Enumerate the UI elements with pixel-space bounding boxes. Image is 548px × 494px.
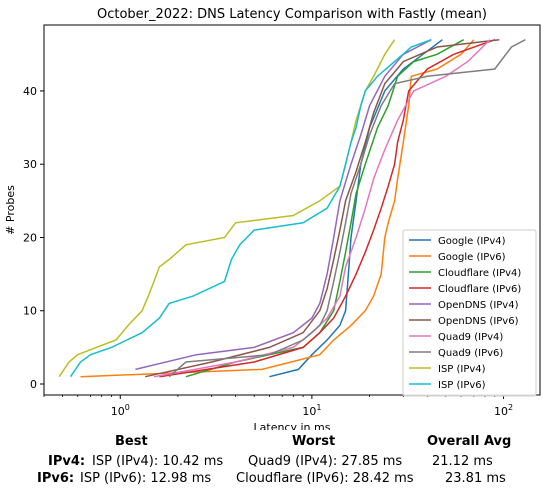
header-best: Best [115, 434, 148, 449]
latency-chart: October_2022: DNS Latency Comparison wit… [4, 7, 541, 430]
legend-box [402, 229, 537, 397]
ipv6-row-label: IPv6: [37, 471, 75, 486]
x-tick-label: 100 [111, 403, 130, 418]
legend-label: Quad9 (IPv4) [438, 332, 503, 343]
ipv6-avg: 23.81 ms [445, 471, 506, 486]
legend-label: OpenDNS (IPv6) [438, 316, 519, 327]
x-axis-label: Latency in ms [254, 421, 331, 430]
ipv4-worst: Quad9 (IPv4): 27.85 ms [248, 454, 403, 469]
series-line-isp-ipv6 [69, 38, 432, 378]
legend-label: Google (IPv6) [438, 252, 506, 263]
series-line-cloudflare-ipv6 [159, 38, 496, 378]
y-tick-label: 0 [30, 378, 37, 391]
legend-label: Cloudflare (IPv4) [438, 268, 521, 279]
x-tick-label: 101 [302, 403, 321, 418]
series-line-opendns-ipv6 [145, 38, 500, 378]
chart-legend: Google (IPv4) Google (IPv6) Cloudflare (IP… [402, 229, 537, 397]
legend-label: Google (IPv4) [438, 236, 506, 247]
ipv6-best: ISP (IPv6): 12.98 ms [80, 471, 212, 486]
legend-label: Cloudflare (IPv6) [438, 284, 521, 295]
legend-label: Quad9 (IPv6) [438, 348, 503, 359]
y-tick-label: 30 [23, 158, 37, 171]
y-tick-label: 20 [23, 231, 37, 244]
legend-label: ISP (IPv4) [438, 364, 486, 375]
ipv4-best: ISP (IPv4): 10.42 ms [92, 454, 224, 469]
y-axis-label: # Probes [4, 185, 17, 235]
plot-frame [43, 24, 541, 396]
legend-label: ISP (IPv6) [438, 380, 486, 391]
series-line-google-ipv6 [80, 39, 475, 378]
legend-label: OpenDNS (IPv4) [438, 300, 519, 311]
ipv4-row-label: IPv4: [48, 454, 86, 469]
header-overall-avg: Overall Avg [427, 434, 512, 449]
y-tick-label: 40 [23, 85, 37, 98]
x-tick-label: 102 [494, 403, 513, 418]
series-line-opendns-ipv4 [135, 39, 432, 371]
series-line-quad9-ipv6 [168, 39, 526, 378]
chart-title: October_2022: DNS Latency Comparison wit… [97, 7, 487, 22]
ipv4-avg: 21.12 ms [432, 454, 493, 469]
y-tick-label: 10 [23, 305, 37, 318]
ipv6-worst: Cloudflare (IPv6): 28.42 ms [236, 471, 414, 486]
header-worst: Worst [292, 434, 336, 449]
